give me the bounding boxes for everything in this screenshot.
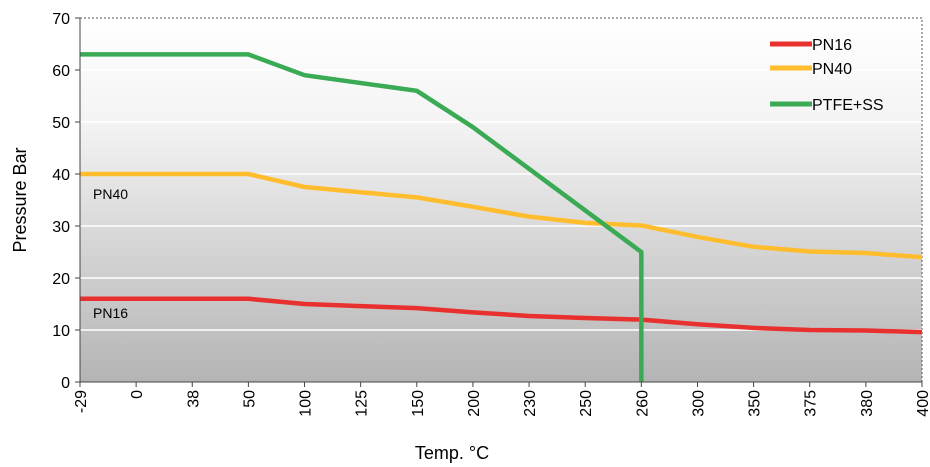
x-tick-label: 38 <box>185 390 202 408</box>
x-tick-label: 125 <box>354 390 371 417</box>
legend: PN16 PN40 PTFE+SS <box>770 37 884 114</box>
x-axis-title: Temp. °C <box>415 443 489 463</box>
x-tick-label: 100 <box>298 390 315 417</box>
series-line-pn40 <box>80 171 923 260</box>
x-tick-label: -29 <box>73 390 90 413</box>
y-tick-label: 70 <box>52 11 70 28</box>
x-tick-label: 150 <box>410 390 427 417</box>
legend-label-ptfe-ss: PTFE+SS <box>812 97 884 114</box>
x-tick-label: 250 <box>578 390 595 417</box>
x-tick-label: 380 <box>859 390 876 417</box>
y-tick-label: 20 <box>52 271 70 288</box>
series-line-ptfe-ss <box>80 52 644 382</box>
x-tick-label: 260 <box>634 390 651 417</box>
x-tick-label: 400 <box>915 390 930 417</box>
x-tick-label: 350 <box>747 390 764 417</box>
x-tick-label: 300 <box>690 390 707 417</box>
y-tick-label: 10 <box>52 323 70 340</box>
x-tick-label: 50 <box>241 390 258 408</box>
series-line-pn16 <box>80 296 923 335</box>
annotation-pn40: PN40 <box>93 186 128 202</box>
legend-label-pn40: PN40 <box>812 61 852 78</box>
annotation-pn16: PN16 <box>93 305 128 321</box>
x-tick-label: 230 <box>522 390 539 417</box>
y-axis-ticks: 0 10 20 30 40 50 60 70 <box>52 11 80 392</box>
y-tick-label: 50 <box>52 115 70 132</box>
x-tick-label: 0 <box>129 390 146 399</box>
series-lines <box>80 52 923 382</box>
x-tick-label: 375 <box>803 390 820 417</box>
y-tick-label: 0 <box>61 375 70 392</box>
legend-label-pn16: PN16 <box>812 37 852 54</box>
x-axis-ticks: -29 0 38 50 100 125 150 200 230 250 260 300 350 375 38… <box>73 382 930 417</box>
y-tick-label: 30 <box>52 219 70 236</box>
y-tick-label: 40 <box>52 167 70 184</box>
y-tick-label: 60 <box>52 63 70 80</box>
x-tick-label: 200 <box>466 390 483 417</box>
plot-area <box>80 18 922 382</box>
y-axis-title: Pressure Bar <box>10 147 30 252</box>
